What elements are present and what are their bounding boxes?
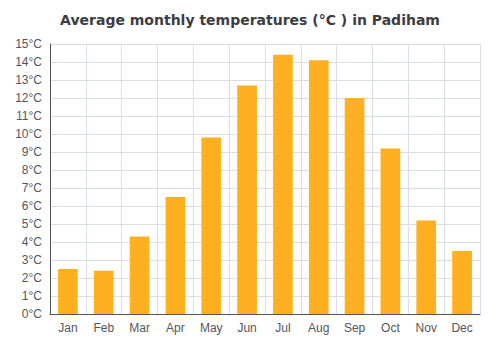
svg-text:5°C: 5°C (22, 217, 42, 231)
svg-text:Nov: Nov (416, 321, 437, 335)
svg-text:2°C: 2°C (22, 271, 42, 285)
svg-text:8°C: 8°C (22, 163, 42, 177)
svg-text:0°C: 0°C (22, 307, 42, 321)
svg-text:15°C: 15°C (15, 37, 42, 51)
svg-text:Average monthly temperatures (: Average monthly temperatures (°C ) in Pa… (60, 12, 440, 28)
svg-text:12°C: 12°C (15, 91, 42, 105)
svg-text:Oct: Oct (381, 321, 400, 335)
svg-text:Jul: Jul (275, 321, 290, 335)
svg-text:6°C: 6°C (22, 199, 42, 213)
svg-text:10°C: 10°C (15, 127, 42, 141)
svg-text:Feb: Feb (93, 321, 114, 335)
svg-text:9°C: 9°C (22, 145, 42, 159)
svg-text:Jan: Jan (58, 321, 77, 335)
svg-text:14°C: 14°C (15, 55, 42, 69)
svg-text:Sep: Sep (344, 321, 366, 335)
svg-text:3°C: 3°C (22, 253, 42, 267)
svg-text:7°C: 7°C (22, 181, 42, 195)
svg-text:May: May (200, 321, 223, 335)
svg-text:4°C: 4°C (22, 235, 42, 249)
svg-text:11°C: 11°C (16, 109, 42, 123)
svg-text:1°C: 1°C (22, 289, 42, 303)
svg-text:Aug: Aug (308, 321, 329, 335)
svg-text:13°C: 13°C (15, 73, 42, 87)
svg-text:Jun: Jun (237, 321, 256, 335)
svg-text:Dec: Dec (451, 321, 472, 335)
svg-text:Apr: Apr (166, 321, 185, 335)
svg-text:Mar: Mar (129, 321, 150, 335)
